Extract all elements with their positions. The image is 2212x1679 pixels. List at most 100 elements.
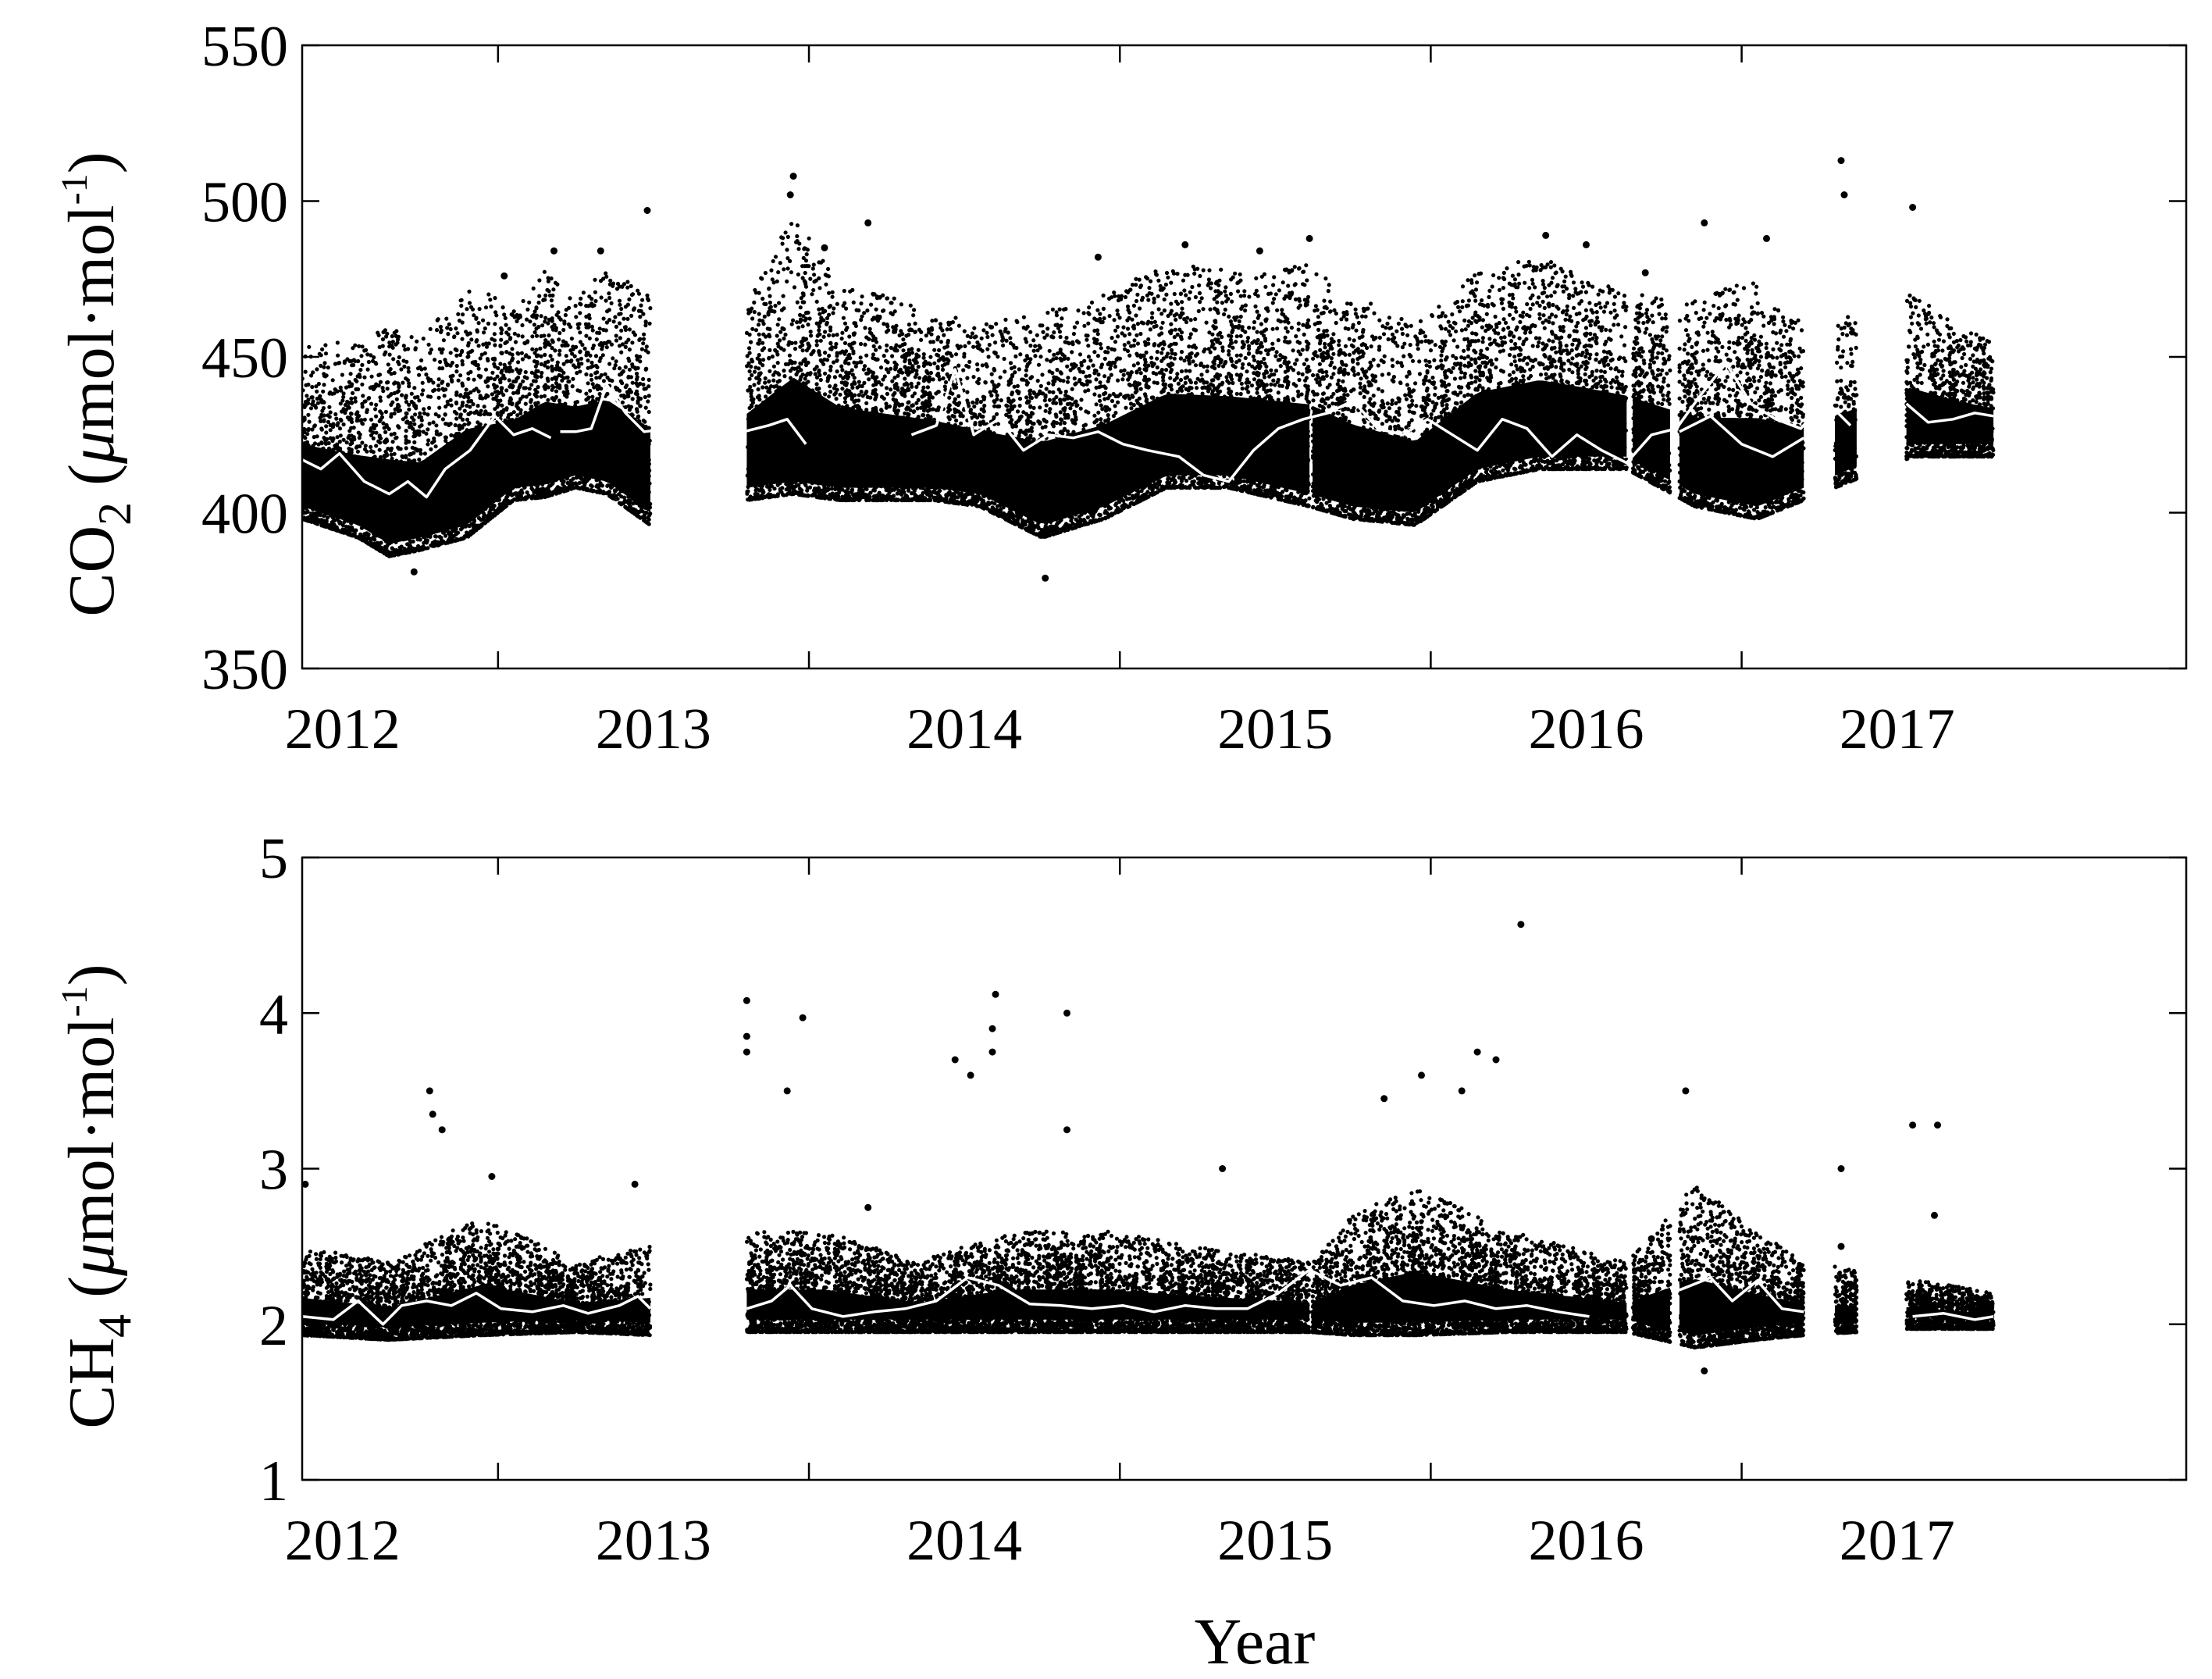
co2-points-cloud — [744, 222, 1312, 540]
co2-y-label-species: CO — [55, 526, 128, 617]
ch4-y-label-superscript: -1 — [54, 986, 95, 1017]
ch4-points-segment — [302, 1221, 653, 1342]
ch4-y-tick-label: 1 — [259, 1449, 288, 1513]
co2-outlier-point — [643, 207, 651, 214]
co2-points-cloud — [1833, 315, 1859, 490]
co2-outlier-point — [597, 247, 604, 255]
co2-points-cloud — [1677, 281, 1806, 521]
co2-outlier-point — [1641, 269, 1649, 276]
co2-x-tick-label: 2015 — [1217, 697, 1333, 761]
ch4-outlier-point — [992, 990, 999, 998]
ch4-y-tick-label: 2 — [259, 1294, 288, 1358]
co2-points-segment — [302, 269, 653, 558]
co2-x-tick-label: 2014 — [907, 697, 1022, 761]
co2-y-label-close: ) — [55, 152, 128, 173]
co2-y-label-mu: μ — [55, 431, 128, 465]
co2-mean-line — [302, 415, 552, 499]
ch4-x-axis-label: Year — [1195, 1606, 1316, 1678]
co2-outlier-point — [1256, 247, 1263, 255]
ch4-x-tick-label: 2012 — [285, 1509, 401, 1573]
ch4-points-cloud — [1833, 1264, 1859, 1335]
ch4-outlier-point — [951, 1056, 959, 1064]
ch4-points-cloud — [1904, 1279, 1996, 1331]
ch4-outlier-point — [783, 1087, 791, 1095]
co2-outlier-point — [1042, 574, 1049, 582]
ch4-outlier-point — [743, 1048, 750, 1056]
co2-mean-line — [560, 383, 807, 445]
co2-y-label-unit: mol·mol — [55, 205, 128, 430]
co2-outlier-point — [1305, 234, 1313, 242]
co2-y-tick-label: 400 — [201, 483, 288, 547]
ch4-outlier-point — [743, 1032, 750, 1040]
co2-outlier-point — [1094, 253, 1102, 261]
ch4-y-tick-label: 5 — [259, 827, 288, 891]
ch4-outlier-point — [488, 1173, 496, 1180]
ch4-outlier-point — [1682, 1087, 1690, 1095]
ch4-mean-line — [1679, 1276, 1804, 1314]
co2-x-tick-label: 2017 — [1840, 697, 1955, 761]
ch4-outlier-point — [1458, 1087, 1466, 1095]
ch4-axes-box — [301, 856, 2188, 1481]
co2-points-segment — [1833, 315, 1859, 490]
co2-x-tick-label: 2016 — [1529, 697, 1644, 761]
co2-y-axis-label: CO2 (μmol·mol-1) — [54, 152, 141, 616]
co2-points-segment — [1677, 281, 1806, 521]
co2-outliers — [410, 157, 1917, 582]
ch4-points-cloud — [1310, 1189, 1629, 1338]
co2-outlier-point — [1181, 241, 1189, 248]
ch4-y-label-species: CH — [55, 1338, 128, 1429]
ch4-outlier-point — [988, 1048, 996, 1056]
co2-points-segment — [1904, 293, 1996, 462]
co2-points-segment — [1310, 259, 1629, 527]
ch4-mean-line — [302, 1292, 652, 1326]
co2-x-tick-label: 2012 — [285, 697, 401, 761]
co2-outlier-point — [1840, 191, 1848, 198]
co2-axes: 350 400 450 500 550 2012 2013 2014 2015 2016 2017 — [201, 15, 2188, 761]
ch4-points-segment — [1833, 1264, 1859, 1335]
ch4-points-cloud — [744, 1229, 1312, 1335]
co2-outlier-point — [789, 173, 797, 180]
ch4-outliers — [302, 921, 1941, 1374]
co2-y-label-open: ( — [55, 464, 128, 502]
co2-outlier-point — [1583, 241, 1590, 248]
ch4-outlier-point — [1063, 1009, 1070, 1017]
ch4-outlier-point — [429, 1110, 436, 1118]
co2-outlier-point — [821, 244, 828, 251]
ch4-mean-line — [1912, 1312, 1994, 1321]
ch4-points-segment — [1677, 1185, 1806, 1350]
co2-outlier-point — [1701, 219, 1708, 226]
co2-points-cloud — [1310, 259, 1629, 527]
co2-x-tick-label: 2013 — [596, 697, 711, 761]
ch4-y-label-mu: μ — [55, 1243, 128, 1277]
ch4-y-label-subscript: 4 — [89, 1314, 141, 1338]
co2-y-label-superscript: -1 — [54, 173, 95, 205]
co2-points-segment — [744, 222, 1312, 540]
ch4-outlier-point — [967, 1071, 974, 1079]
ch4-outlier-point — [1837, 1165, 1845, 1172]
co2-y-label-subscript: 2 — [89, 502, 141, 526]
co2-y-tick-label: 350 — [201, 638, 288, 702]
ch4-outlier-point — [1837, 1242, 1845, 1250]
ch4-x-tick-label: 2017 — [1840, 1509, 1955, 1573]
ch4-y-label-close: ) — [55, 964, 128, 986]
ch4-y-tick-label: 3 — [259, 1139, 288, 1203]
ch4-outlier-point — [1063, 1126, 1070, 1134]
ch4-points-segment — [1904, 1279, 1996, 1331]
co2-y-tick-label: 450 — [201, 326, 288, 390]
ch4-mean-line — [746, 1268, 1590, 1318]
ch4-axes: 1 2 3 4 5 2012 2013 2014 2015 2016 2017 — [259, 827, 2188, 1573]
co2-data-layer — [302, 157, 1996, 582]
co2-points-segment — [1630, 293, 1672, 495]
ch4-points-cloud — [1677, 1185, 1806, 1350]
co2-outlier-point — [410, 568, 418, 576]
co2-y-tick-label: 500 — [201, 171, 288, 235]
ch4-y-label-unit: mol·mol — [55, 1017, 128, 1242]
co2-points-cloud — [1630, 293, 1672, 495]
co2-outlier-point — [1909, 204, 1917, 211]
ch4-outlier-point — [1380, 1095, 1388, 1103]
ch4-outlier-point — [1492, 1056, 1500, 1064]
co2-outlier-point — [864, 219, 872, 226]
ch4-x-tick-label: 2016 — [1529, 1509, 1644, 1573]
